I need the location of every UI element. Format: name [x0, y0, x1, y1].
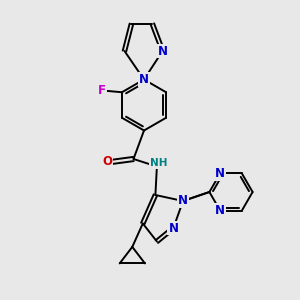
Text: N: N: [178, 194, 188, 208]
Text: N: N: [168, 221, 178, 235]
Text: N: N: [215, 204, 225, 217]
Text: N: N: [139, 73, 149, 86]
Text: F: F: [98, 84, 106, 97]
Text: N: N: [158, 44, 168, 58]
Text: O: O: [102, 155, 112, 169]
Text: NH: NH: [150, 158, 167, 168]
Text: N: N: [215, 167, 225, 180]
